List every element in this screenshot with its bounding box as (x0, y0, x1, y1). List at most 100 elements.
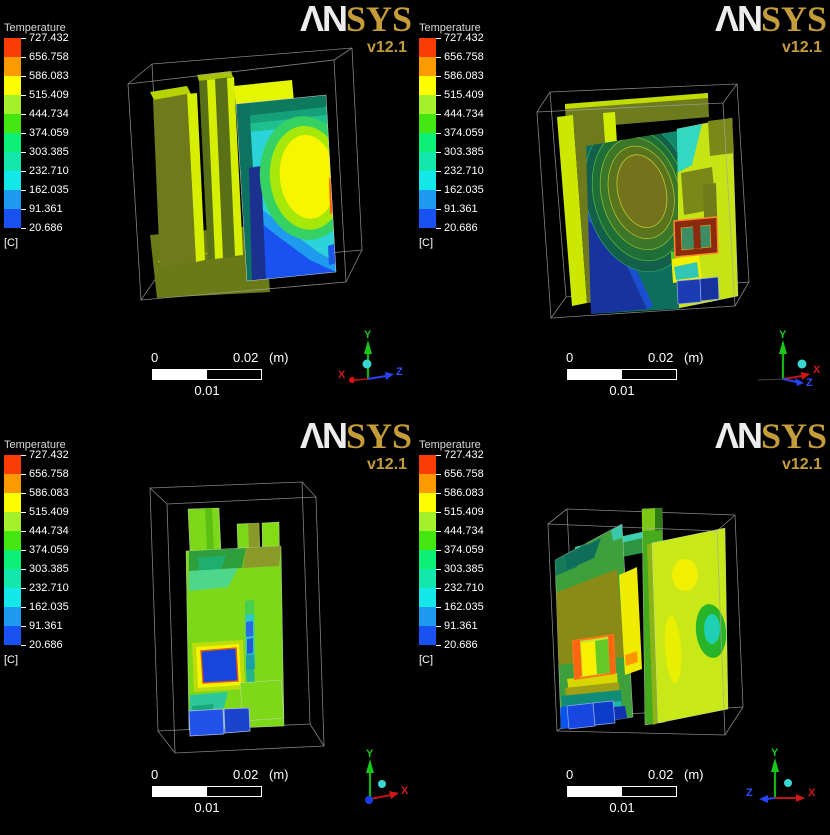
legend-colorbar: 727.432 656.758 586.083 515.409 444.734 374.0… (2, 32, 102, 234)
origin-ball (378, 780, 386, 788)
viewport-bottom-right: Temperature 727.432 656.758 586.083 515.409… (415, 417, 830, 835)
legend-color-band (419, 607, 436, 626)
legend-color-band (419, 190, 436, 209)
axis-triad[interactable]: Y X Z (738, 328, 830, 410)
legend-tick-label: 303.385 (29, 563, 69, 575)
contour-plot-bottom-left[interactable] (0, 417, 415, 835)
legend-colorbar: 727.432 656.758 586.083 515.409 444.734 374.0… (417, 449, 517, 651)
legend-tick-label: 374.059 (29, 127, 69, 139)
scale-end-label: 0.02 (648, 767, 674, 782)
legend-tick-mark (436, 607, 441, 608)
legend-tick-mark (21, 57, 26, 58)
ansys-logo: ΛNSYS v12.1 (715, 1, 827, 56)
x-axis-label: X (338, 369, 346, 381)
ansys-sys: SYS (345, 416, 412, 456)
legend-tick-mark (21, 569, 26, 570)
z-axis-arrow (759, 795, 768, 803)
z-axis-label: Z (396, 366, 403, 378)
ansys-logo: ΛNSYS v12.1 (715, 418, 827, 473)
origin-ball (784, 779, 792, 787)
viewport-top-right: Temperature 727.432 656.758 586.083 515.409… (415, 0, 830, 418)
legend-tick-label: 586.083 (444, 70, 484, 82)
scale-start-label: 0 (566, 350, 574, 365)
legend-tick-mark (21, 455, 26, 456)
ansys-sys: SYS (760, 0, 827, 39)
axis-triad[interactable]: Y X (323, 745, 415, 827)
legend-color-band (4, 57, 21, 76)
legend-tick-mark (436, 531, 441, 532)
legend-tick-mark (436, 38, 441, 39)
legend-tick-label: 232.710 (29, 165, 69, 177)
ansys-sys: SYS (345, 0, 412, 39)
y-axis-label: Y (771, 747, 779, 759)
ansys-wordmark: ΛNSYS (714, 0, 827, 39)
panel-edge (235, 94, 337, 282)
y-axis-arrow (771, 758, 779, 772)
legend-tick-label: 586.083 (444, 487, 484, 499)
contour-plot-bottom-right[interactable] (415, 417, 830, 835)
legend-tick-label: 162.035 (29, 184, 69, 196)
x-axis-arrow (796, 794, 805, 802)
legend-color-band (4, 190, 21, 209)
legend-unit: [C] (419, 237, 434, 249)
x-axis-label: X (813, 364, 821, 376)
legend-tick-mark (21, 152, 26, 153)
legend-tick-mark (436, 114, 441, 115)
legend-color-band (4, 474, 21, 493)
legend-title: Temperature (419, 439, 481, 451)
legend-tick-label: 20.686 (444, 222, 478, 234)
contour-plot-top-right[interactable] (415, 0, 830, 418)
legend-tick-label: 727.432 (444, 32, 484, 44)
component-and-details (566, 567, 642, 730)
axis-triad[interactable]: Y Z X (323, 328, 415, 410)
axis-triad[interactable]: Y X Z (738, 745, 830, 827)
legend-tick-label: 162.035 (444, 601, 484, 613)
legend-tick-mark (21, 95, 26, 96)
z-axis-arrow (795, 378, 804, 386)
legend-color-band (419, 114, 436, 133)
legend-color-band (4, 133, 21, 152)
legend-color-band (4, 550, 21, 569)
legend-tick-mark (21, 209, 26, 210)
scale-start-label: 0 (151, 767, 159, 782)
legend-tick-mark (21, 171, 26, 172)
viewport-top-left: Temperature 727.432 656.758 586.083 515.409… (0, 0, 415, 418)
legend-tick-label: 162.035 (444, 184, 484, 196)
column-and-panel (641, 507, 729, 726)
legend-tick-mark (436, 645, 441, 646)
legend-tick-mark (21, 190, 26, 191)
board-geometry (150, 71, 294, 298)
legend-tick-mark (436, 133, 441, 134)
legend-colorbar: 727.432 656.758 586.083 515.409 444.734 374.0… (2, 449, 102, 651)
scale-middle-label: 0.01 (609, 383, 635, 398)
legend-tick-mark (21, 550, 26, 551)
ansys-an: ΛN (714, 0, 763, 39)
legend-color-band (419, 569, 436, 588)
z-axis-label: Z (746, 787, 753, 799)
legend-tick-mark (21, 588, 26, 589)
x-axis-label: X (401, 785, 409, 797)
legend-color-band (419, 512, 436, 531)
contour-plot-top-left[interactable] (0, 0, 415, 418)
legend-colorbar: 727.432 656.758 586.083 515.409 444.734 374.0… (417, 32, 517, 234)
temperature-legend: Temperature 727.432 656.758 586.083 515.409… (2, 22, 102, 249)
legend-tick-mark (436, 57, 441, 58)
legend-tick-label: 444.734 (29, 108, 69, 120)
ansys-an: ΛN (299, 415, 348, 456)
legend-color-band (4, 38, 21, 57)
legend-tick-mark (21, 474, 26, 475)
z-axis-arrow (385, 372, 394, 380)
scale-unit-label: (m) (684, 767, 704, 782)
legend-tick-label: 515.409 (444, 506, 484, 518)
ansys-version: v12.1 (781, 39, 822, 56)
wireframe-front-face (547, 523, 726, 736)
x-axis-arrow (349, 377, 355, 383)
legend-color-band (4, 171, 21, 190)
legend-tick-label: 374.059 (29, 544, 69, 556)
legend-tick-mark (21, 607, 26, 608)
legend-tick-mark (436, 171, 441, 172)
legend-tick-label: 91.361 (29, 203, 63, 215)
ansys-wordmark: ΛNSYS (300, 0, 412, 39)
wireframe-front-face (166, 496, 325, 754)
z-axis-ball (365, 796, 373, 804)
